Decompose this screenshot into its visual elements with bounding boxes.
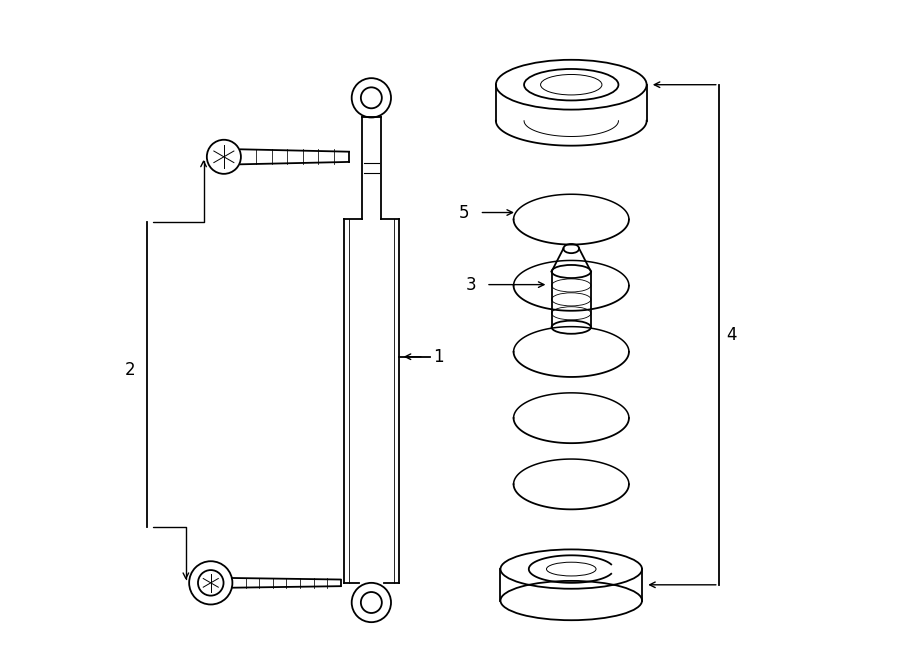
Text: 3: 3 <box>465 276 476 293</box>
Text: 2: 2 <box>125 361 135 379</box>
Text: 1: 1 <box>434 348 445 366</box>
Text: 4: 4 <box>726 326 737 344</box>
Text: 5: 5 <box>459 204 470 221</box>
